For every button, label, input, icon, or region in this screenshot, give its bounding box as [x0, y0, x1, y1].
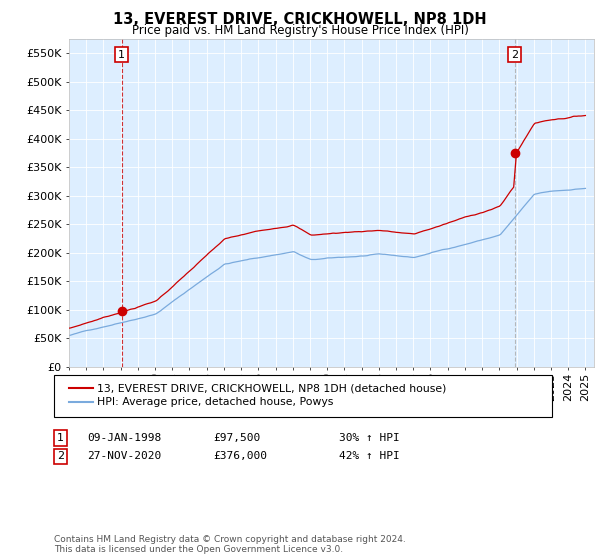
Text: 2: 2: [57, 451, 64, 461]
Text: 1: 1: [57, 433, 64, 443]
Text: 09-JAN-1998: 09-JAN-1998: [87, 433, 161, 443]
Text: 27-NOV-2020: 27-NOV-2020: [87, 451, 161, 461]
Text: HPI: Average price, detached house, Powys: HPI: Average price, detached house, Powy…: [97, 397, 334, 407]
Text: 13, EVEREST DRIVE, CRICKHOWELL, NP8 1DH (detached house): 13, EVEREST DRIVE, CRICKHOWELL, NP8 1DH …: [97, 383, 446, 393]
Text: Price paid vs. HM Land Registry's House Price Index (HPI): Price paid vs. HM Land Registry's House …: [131, 24, 469, 37]
Text: £97,500: £97,500: [213, 433, 260, 443]
Text: £376,000: £376,000: [213, 451, 267, 461]
Text: Contains HM Land Registry data © Crown copyright and database right 2024.
This d: Contains HM Land Registry data © Crown c…: [54, 535, 406, 554]
Text: 1: 1: [118, 50, 125, 59]
Text: 30% ↑ HPI: 30% ↑ HPI: [339, 433, 400, 443]
Text: 2: 2: [511, 50, 518, 59]
Text: 13, EVEREST DRIVE, CRICKHOWELL, NP8 1DH: 13, EVEREST DRIVE, CRICKHOWELL, NP8 1DH: [113, 12, 487, 27]
Text: 42% ↑ HPI: 42% ↑ HPI: [339, 451, 400, 461]
